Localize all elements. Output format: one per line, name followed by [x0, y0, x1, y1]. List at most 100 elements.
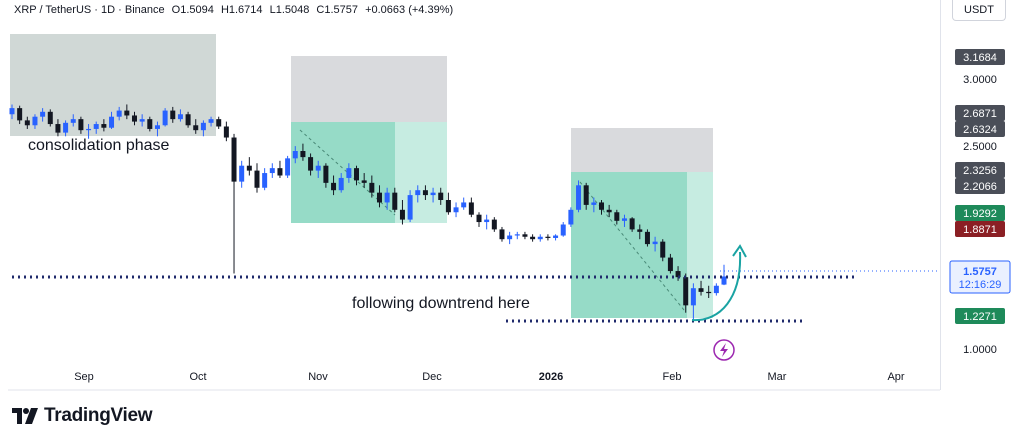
candle[interactable] [331, 175, 337, 196]
candle[interactable] [568, 207, 574, 227]
currency-label[interactable]: USDT [952, 0, 1006, 21]
candle[interactable] [216, 116, 222, 129]
candle[interactable] [292, 146, 298, 164]
candle[interactable] [530, 234, 536, 242]
candle[interactable] [415, 185, 421, 203]
candle[interactable] [78, 116, 84, 134]
candle[interactable] [690, 283, 696, 321]
candle[interactable] [560, 222, 566, 237]
candle[interactable] [131, 111, 137, 126]
candle[interactable] [576, 180, 582, 213]
candle[interactable] [93, 121, 99, 134]
candle[interactable] [468, 197, 474, 218]
candle[interactable] [614, 209, 620, 225]
candle[interactable] [545, 234, 551, 241]
candle[interactable] [338, 173, 344, 193]
candle[interactable] [591, 197, 597, 213]
candle[interactable] [231, 133, 237, 274]
candle[interactable] [507, 231, 513, 245]
candle[interactable] [40, 108, 46, 122]
candle[interactable] [308, 153, 314, 176]
candle[interactable] [376, 185, 382, 208]
candle[interactable] [254, 163, 260, 193]
candle[interactable] [139, 114, 145, 127]
candle[interactable] [17, 105, 23, 125]
candle[interactable] [63, 120, 69, 137]
candle[interactable] [606, 204, 612, 218]
candle[interactable] [323, 163, 329, 188]
candle[interactable] [277, 160, 283, 178]
candle[interactable] [162, 108, 168, 127]
candle[interactable] [109, 111, 115, 129]
candle[interactable] [499, 226, 505, 242]
candle[interactable] [346, 163, 352, 183]
candle[interactable] [116, 106, 122, 121]
candle[interactable] [124, 104, 130, 120]
candle[interactable] [453, 202, 459, 218]
price-axis[interactable] [940, 0, 1024, 390]
candle[interactable] [637, 224, 643, 240]
candle[interactable] [154, 121, 160, 137]
candle[interactable] [683, 273, 689, 313]
candle[interactable] [667, 253, 673, 274]
candle[interactable] [300, 143, 306, 161]
candle[interactable] [713, 283, 719, 296]
candle[interactable] [246, 157, 252, 176]
candle[interactable] [514, 231, 520, 240]
candle[interactable] [392, 187, 398, 213]
candle[interactable] [698, 280, 704, 296]
candle[interactable] [285, 155, 291, 178]
candle[interactable] [430, 187, 436, 203]
candle[interactable] [262, 168, 268, 191]
candle[interactable] [629, 217, 635, 232]
candle[interactable] [361, 173, 367, 188]
time-axis[interactable]: Sep Oct Nov Dec 2026 Feb Mar Apr [74, 371, 905, 383]
candle[interactable] [101, 119, 107, 132]
candle[interactable] [315, 160, 321, 178]
candle[interactable] [86, 124, 92, 139]
candle[interactable] [721, 264, 727, 286]
last-price-badge[interactable]: 1.5757 12:16:29 [949, 260, 1011, 294]
candle[interactable] [491, 217, 497, 232]
candle[interactable] [445, 192, 451, 215]
candle[interactable] [461, 197, 467, 210]
candle[interactable] [652, 236, 658, 252]
candle[interactable] [223, 121, 229, 142]
candle[interactable] [476, 212, 482, 227]
candle[interactable] [706, 285, 712, 298]
candle[interactable] [399, 200, 405, 225]
candle[interactable] [55, 119, 61, 137]
candle[interactable] [422, 185, 428, 200]
candle[interactable] [644, 229, 650, 247]
candle[interactable] [9, 104, 15, 120]
candle[interactable] [599, 200, 605, 215]
candle[interactable] [407, 190, 413, 223]
candle[interactable] [185, 111, 191, 128]
candle[interactable] [193, 119, 199, 134]
candle[interactable] [208, 116, 214, 127]
candle[interactable] [660, 239, 666, 262]
candle[interactable] [553, 234, 559, 241]
candle[interactable] [239, 160, 245, 188]
candle[interactable] [621, 214, 627, 227]
symbol-label[interactable]: XRP / TetherUS · 1D · Binance [14, 4, 165, 16]
candle[interactable] [24, 116, 30, 129]
candle[interactable] [484, 214, 490, 230]
candle[interactable] [354, 165, 360, 186]
candle[interactable] [177, 109, 183, 122]
tradingview-logo[interactable]: TradingView [12, 405, 153, 427]
candle[interactable] [384, 187, 390, 210]
candle[interactable] [269, 163, 275, 178]
price-chart[interactable]: consolidation phase following downtrend … [0, 0, 1024, 395]
candle[interactable] [369, 175, 375, 198]
candle[interactable] [583, 182, 589, 210]
candle[interactable] [32, 114, 38, 129]
candle[interactable] [200, 120, 206, 137]
candle[interactable] [537, 234, 543, 242]
candle[interactable] [147, 116, 153, 132]
candle[interactable] [170, 106, 176, 123]
candle[interactable] [70, 114, 76, 127]
candle[interactable] [522, 231, 528, 240]
candle[interactable] [47, 109, 53, 127]
candle[interactable] [438, 187, 444, 205]
